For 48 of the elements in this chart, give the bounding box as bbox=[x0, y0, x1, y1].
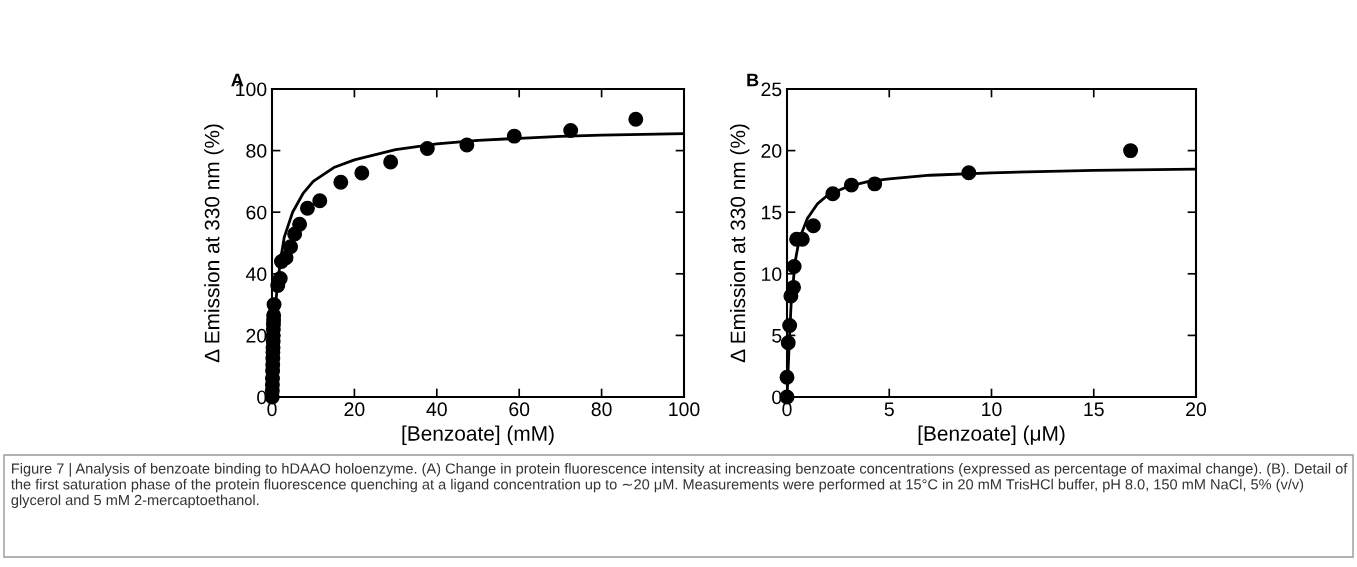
point bbox=[283, 239, 299, 255]
point bbox=[805, 218, 821, 234]
point bbox=[312, 193, 328, 209]
point bbox=[383, 154, 399, 170]
x-tick-label: 5 bbox=[884, 402, 894, 417]
point bbox=[272, 270, 288, 286]
y-tick-label: 5 bbox=[772, 329, 782, 343]
chart-title: B bbox=[747, 73, 759, 87]
point bbox=[786, 279, 802, 295]
point bbox=[563, 123, 579, 139]
x-tick-label: 20 bbox=[344, 402, 365, 417]
point bbox=[299, 200, 315, 216]
point bbox=[825, 186, 841, 202]
y-tick-label: 10 bbox=[762, 267, 782, 282]
point bbox=[459, 137, 475, 153]
x-axis-title: [Benzoate] (mM) bbox=[402, 425, 554, 445]
point bbox=[867, 176, 883, 192]
y-tick-label: 80 bbox=[246, 144, 267, 158]
point bbox=[780, 335, 796, 351]
point bbox=[333, 174, 349, 190]
point bbox=[779, 369, 795, 385]
caption: Figure 7 | Analysis of benzoate binding to hDAAO holoenzyme. (A) Change in protein fluorescence intensity at increasing benzoate concentrations (expressed as percentage of maximal change). (B). Detail of the first saturation phase of the protein fluorescence quenching at a ligand concentration up to ∼20 μM. Measurements were performed at 15°C in 20 mM TrisHCl buffer, pH 8.0, 150 mM NaCl, 5% (v/v) glycerol and 5 mM 2-mercaptoethanol. bbox=[11, 463, 1348, 509]
y-tick-label: 40 bbox=[245, 267, 267, 282]
x-tick-label: 100 bbox=[669, 402, 700, 417]
point bbox=[266, 297, 282, 313]
point bbox=[292, 216, 308, 232]
x-axis-title: [Benzoate] (μM) bbox=[918, 425, 1065, 445]
y-axis-title: Δ Emission at 330 nm (%) bbox=[729, 124, 750, 363]
point bbox=[1123, 143, 1139, 159]
point bbox=[354, 165, 370, 181]
x-tick-label: 80 bbox=[591, 402, 612, 417]
x-tick-label: 10 bbox=[982, 402, 1002, 417]
y-tick-label: 15 bbox=[762, 205, 782, 220]
y-tick-label: 20 bbox=[761, 144, 782, 158]
point bbox=[506, 128, 522, 144]
point bbox=[628, 111, 644, 127]
point bbox=[843, 177, 859, 193]
point bbox=[782, 318, 798, 334]
x-tick-label: 20 bbox=[1186, 402, 1207, 417]
point bbox=[419, 140, 435, 156]
x-tick-label: 60 bbox=[509, 402, 530, 417]
y-tick-label: 25 bbox=[761, 82, 782, 97]
x-tick-label: 40 bbox=[426, 402, 447, 417]
y-tick-label: 60 bbox=[246, 205, 267, 220]
point bbox=[786, 258, 802, 274]
point bbox=[961, 165, 977, 181]
x-tick-label: 15 bbox=[1084, 402, 1104, 417]
y-axis-title: Δ Emission at 330 nm (%) bbox=[204, 124, 224, 363]
